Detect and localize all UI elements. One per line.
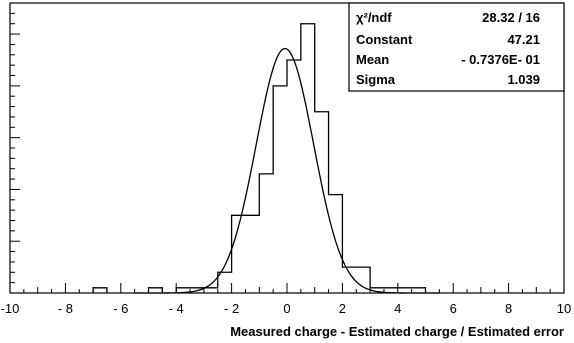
stats-mean-value: - 0.7376E- 01 — [461, 52, 540, 67]
stats-mean-label: Mean — [356, 52, 389, 67]
x-tick-label: 4 — [394, 301, 401, 316]
x-tick-label: - 8 — [58, 301, 73, 316]
x-axis-tick-labels: -10 - 8 - 6 - 4 - 2 0 2 4 6 8 10 — [1, 301, 572, 316]
y-axis-ticks — [10, 2, 20, 294]
stats-box: χ²/ndf 28.32 / 16 Constant 47.21 Mean - … — [348, 2, 565, 92]
x-tick-label: 0 — [283, 301, 290, 316]
stats-chi2-value: 28.32 / 16 — [482, 10, 540, 25]
x-tick-label: 8 — [505, 301, 512, 316]
histogram-steps — [92, 23, 427, 293]
x-tick-label: - 4 — [169, 301, 184, 316]
x-tick-label: -10 — [1, 301, 20, 316]
stats-sigma-value: 1.039 — [507, 72, 540, 87]
x-axis-title: Measured charge - Estimated charge / Est… — [230, 324, 564, 339]
x-tick-label: - 6 — [113, 301, 128, 316]
x-tick-label: 10 — [557, 301, 571, 316]
gaussian-fit-curve — [134, 47, 440, 294]
stats-constant-value: 47.21 — [507, 32, 540, 47]
x-tick-label: 2 — [339, 301, 346, 316]
stats-sigma-label: Sigma — [356, 72, 396, 87]
x-tick-label: - 2 — [224, 301, 239, 316]
stats-box-frame — [348, 2, 565, 92]
stats-constant-label: Constant — [356, 32, 413, 47]
stats-chi2-label: χ²/ndf — [356, 10, 392, 25]
x-tick-label: 6 — [450, 301, 457, 316]
